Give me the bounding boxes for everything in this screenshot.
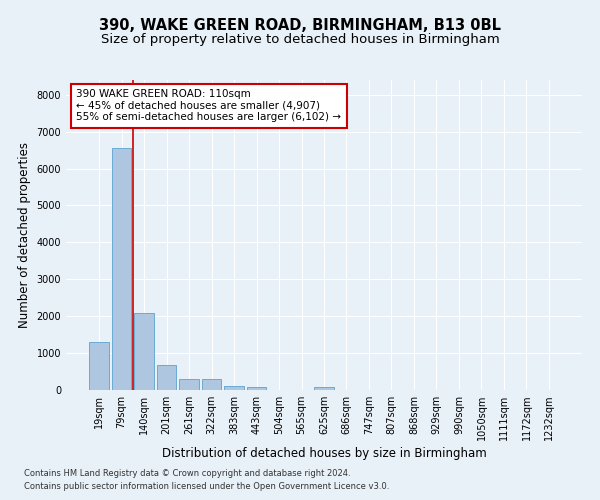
Bar xyxy=(179,379,199,390)
Bar xyxy=(134,313,154,390)
Text: Size of property relative to detached houses in Birmingham: Size of property relative to detached ho… xyxy=(101,32,499,46)
Text: Distribution of detached houses by size in Birmingham: Distribution of detached houses by size … xyxy=(161,448,487,460)
Bar xyxy=(224,386,244,390)
Bar xyxy=(157,365,176,390)
Text: 390, WAKE GREEN ROAD, BIRMINGHAM, B13 0BL: 390, WAKE GREEN ROAD, BIRMINGHAM, B13 0B… xyxy=(99,18,501,32)
Text: Contains public sector information licensed under the Open Government Licence v3: Contains public sector information licen… xyxy=(24,482,389,491)
Bar xyxy=(202,380,221,390)
Bar xyxy=(112,148,131,390)
Text: 390 WAKE GREEN ROAD: 110sqm
← 45% of detached houses are smaller (4,907)
55% of : 390 WAKE GREEN ROAD: 110sqm ← 45% of det… xyxy=(76,90,341,122)
Bar xyxy=(247,387,266,390)
Bar xyxy=(89,342,109,390)
Bar xyxy=(314,387,334,390)
Y-axis label: Number of detached properties: Number of detached properties xyxy=(18,142,31,328)
Text: Contains HM Land Registry data © Crown copyright and database right 2024.: Contains HM Land Registry data © Crown c… xyxy=(24,468,350,477)
